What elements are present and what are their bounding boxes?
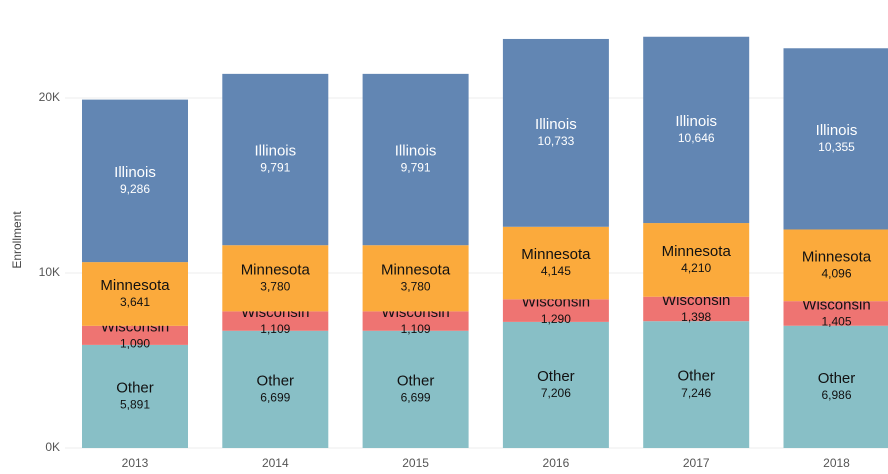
segment-name: Illinois xyxy=(535,116,577,133)
value-label: 10,733 xyxy=(538,134,575,148)
value-label: 4,145 xyxy=(541,264,571,278)
bar-segment xyxy=(643,223,750,297)
bar-segment xyxy=(643,296,750,322)
segment-name: Other xyxy=(537,368,575,385)
bar-segment xyxy=(82,344,188,448)
value-label: 4,210 xyxy=(681,261,711,275)
segment-name: Minnesota xyxy=(100,277,170,294)
segment-name: Illinois xyxy=(675,113,717,130)
bar-segment xyxy=(222,311,329,331)
y-axis-label: Enrollment xyxy=(10,211,24,269)
value-label: 1,109 xyxy=(401,322,431,336)
value-label: 10,355 xyxy=(818,140,855,154)
value-label: 7,206 xyxy=(541,386,571,400)
bar-segment xyxy=(502,226,609,300)
value-label: 9,791 xyxy=(401,161,431,175)
bar-segment xyxy=(783,48,888,230)
y-tick-label: 20K xyxy=(39,90,60,104)
x-tick-label: 2014 xyxy=(262,456,289,470)
bar-segment xyxy=(222,245,329,312)
value-label: 3,780 xyxy=(260,279,290,293)
bar-segment xyxy=(362,245,469,312)
value-label: 4,096 xyxy=(821,266,851,280)
bar-segment xyxy=(82,262,188,326)
segment-name: Illinois xyxy=(254,143,296,160)
value-label: 6,699 xyxy=(260,391,290,405)
value-label: 9,791 xyxy=(260,161,290,175)
x-tick-label: 2018 xyxy=(823,456,850,470)
x-tick-label: 2015 xyxy=(402,456,429,470)
value-label: 1,109 xyxy=(260,322,290,336)
segment-name: Illinois xyxy=(816,122,858,139)
y-tick-label: 10K xyxy=(39,265,60,279)
bar-segment xyxy=(643,36,750,224)
bar-segment xyxy=(502,299,609,322)
y-tick-label: 0K xyxy=(45,440,60,454)
value-label: 1,398 xyxy=(681,310,711,324)
segment-name: Minnesota xyxy=(802,248,872,265)
bar-segment xyxy=(82,325,188,345)
x-tick-label: 2016 xyxy=(543,456,570,470)
bar-segment xyxy=(502,321,609,448)
segment-name: Minnesota xyxy=(521,246,591,263)
value-label: 9,286 xyxy=(120,182,150,196)
bar-segment xyxy=(783,301,888,326)
bar-segment xyxy=(362,330,469,448)
segment-name: Minnesota xyxy=(241,261,311,278)
value-label: 10,646 xyxy=(678,131,715,145)
bar-segment xyxy=(502,38,609,227)
value-label: 7,246 xyxy=(681,386,711,400)
value-label: 1,090 xyxy=(120,337,150,351)
segment-name: Other xyxy=(397,372,435,389)
segment-name: Other xyxy=(818,370,856,387)
bar-segment xyxy=(362,73,469,246)
bar-segment xyxy=(783,229,888,302)
bar-segment xyxy=(222,330,329,448)
value-label: 5,891 xyxy=(120,398,150,412)
x-tick-label: 2017 xyxy=(683,456,710,470)
segment-name: Minnesota xyxy=(381,261,451,278)
value-label: 3,641 xyxy=(120,295,150,309)
bar-segment xyxy=(643,321,750,448)
bar-segment xyxy=(783,325,888,448)
segment-name: Other xyxy=(677,368,715,385)
value-label: 6,699 xyxy=(401,391,431,405)
segment-name: Other xyxy=(116,379,154,396)
x-tick-label: 2013 xyxy=(122,456,149,470)
bar-segment xyxy=(222,73,329,246)
segment-name: Illinois xyxy=(395,143,437,160)
segment-name: Minnesota xyxy=(662,243,732,260)
segment-name: Other xyxy=(257,372,295,389)
value-label: 6,986 xyxy=(821,388,851,402)
segment-name: Illinois xyxy=(114,164,156,181)
value-label: 1,290 xyxy=(541,312,571,326)
bar-segment xyxy=(362,311,469,331)
value-label: 3,780 xyxy=(401,279,431,293)
value-label: 1,405 xyxy=(821,315,851,329)
bar-segment xyxy=(82,99,188,263)
